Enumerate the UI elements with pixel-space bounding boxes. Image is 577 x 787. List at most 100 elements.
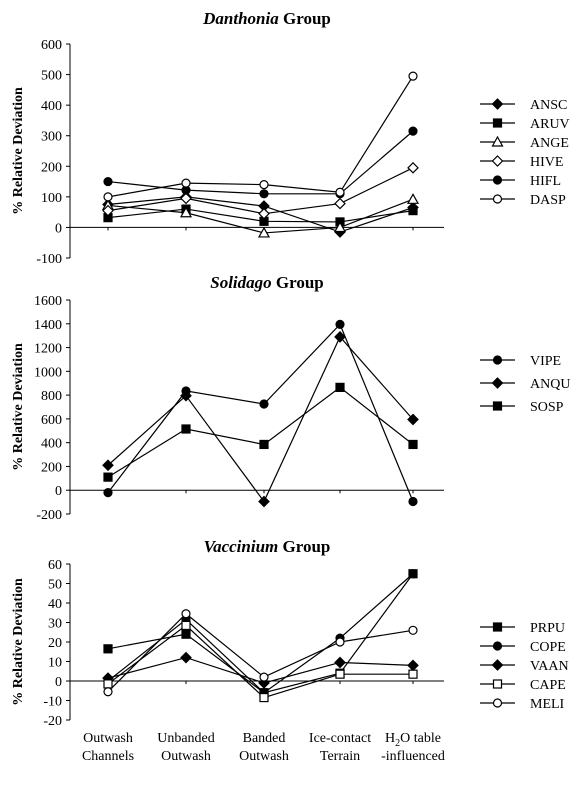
y-tick-label: -100	[36, 252, 62, 267]
y-tick-label: 40	[48, 597, 62, 612]
data-point-vipe	[408, 496, 418, 507]
data-point-cope	[408, 569, 418, 579]
data-point-hive	[180, 192, 192, 205]
legend-marker	[492, 355, 503, 365]
y-tick-label: 200	[41, 160, 62, 175]
y-tick-label: 10	[48, 656, 62, 671]
legend-label: CAPE	[530, 678, 566, 693]
legend-label: MELI	[530, 697, 565, 712]
legend-label: HIFL	[530, 174, 561, 189]
data-point-meli	[103, 687, 113, 697]
y-tick-label: 50	[48, 578, 62, 593]
data-point-sosp	[259, 439, 269, 450]
y-tick-label: 1200	[34, 342, 62, 357]
data-point-dasp	[335, 187, 345, 197]
data-point-anqu	[334, 331, 346, 343]
data-point-hifl	[408, 126, 418, 136]
y-tick-label: 60	[48, 558, 62, 573]
legend-marker	[491, 659, 504, 671]
chart-title-rest: Group	[279, 9, 331, 28]
legend-marker	[491, 135, 504, 147]
y-tick-label: 1400	[34, 318, 62, 333]
y-axis-label: % Relative Deviation	[11, 578, 26, 706]
data-point-sosp	[181, 424, 191, 434]
data-point-aruv	[408, 206, 418, 216]
legend-marker	[492, 622, 503, 632]
data-point-ange	[406, 193, 420, 204]
legend-label: PRPU	[530, 621, 565, 636]
chart-panel-1: Solidago Group -200 0 200 400 600 800 1000 1200 1…	[11, 273, 570, 523]
data-point-hifl	[103, 176, 113, 187]
chart-title: Solidago Group	[210, 273, 324, 292]
data-point-prpu	[181, 629, 191, 639]
data-point-anqu	[407, 413, 419, 426]
x-category-label: Terrain	[320, 749, 360, 764]
chart-panel-2: Vaccinium Group -20 -10 0 10 20 30 40 50 60 % Rela…	[11, 537, 569, 764]
legend-marker	[492, 118, 503, 128]
data-point-dasp	[408, 71, 418, 81]
series-line-dasp	[107, 75, 414, 198]
chart-title-italic: Solidago	[210, 273, 271, 292]
data-point-dasp	[181, 178, 191, 188]
data-point-ange	[257, 226, 271, 238]
data-point-dasp	[103, 192, 113, 202]
data-point-sosp	[408, 439, 418, 450]
data-point-meli	[335, 637, 345, 647]
y-tick-label: 400	[41, 99, 62, 114]
x-category-label: Ice-contact	[309, 731, 371, 746]
data-point-cape	[103, 679, 113, 689]
chart-title-italic: Vaccinium	[204, 537, 279, 556]
data-point-hifl	[259, 189, 269, 199]
chart-title-rest: Group	[272, 273, 324, 292]
legend-label: DASP	[530, 193, 566, 208]
data-point-sosp	[103, 472, 113, 482]
x-category-label-part: H	[385, 731, 395, 746]
y-tick-label: 200	[41, 460, 62, 475]
legend-marker	[492, 679, 503, 689]
x-category-label-part: 2	[395, 738, 400, 749]
chart-title-rest: Group	[278, 537, 330, 556]
y-tick-label: 30	[48, 617, 62, 632]
x-category-label: Outwash	[83, 731, 133, 746]
y-tick-label: 600	[41, 38, 62, 53]
y-tick-label: 0	[55, 221, 62, 236]
data-point-ange	[179, 206, 193, 218]
data-point-ange	[333, 221, 347, 233]
data-point-vipe	[259, 399, 269, 409]
x-category-label: Banded	[243, 731, 286, 746]
data-point-anqu	[180, 389, 192, 402]
data-point-prpu	[103, 644, 113, 654]
legend-marker	[492, 641, 503, 651]
legend-label: VIPE	[530, 354, 561, 369]
y-tick-label: -10	[43, 695, 62, 710]
data-point-cape	[335, 669, 345, 679]
y-axis-label: % Relative Deviation	[11, 343, 26, 471]
y-tick-label: -200	[36, 508, 62, 523]
y-tick-label: 0	[55, 484, 62, 499]
y-tick-label: 500	[41, 69, 62, 84]
y-axis-label: % Relative Deviation	[11, 87, 26, 215]
data-point-meli	[408, 625, 418, 635]
chart-title-italic: Danthonia	[202, 9, 279, 28]
y-tick-label: 1600	[34, 294, 62, 309]
legend-marker	[492, 698, 503, 708]
legend-marker	[492, 401, 503, 411]
series-line-vipe	[107, 323, 414, 502]
y-tick-label: 400	[41, 437, 62, 452]
y-tick-label: 100	[41, 191, 62, 206]
data-point-hive	[102, 204, 114, 217]
x-category-label: Channels	[82, 749, 134, 764]
legend-label: VAAN	[530, 659, 569, 674]
data-point-vaan	[407, 659, 419, 672]
data-point-hive	[407, 161, 419, 174]
chart-title: Danthonia Group	[202, 9, 331, 28]
data-point-hive	[258, 207, 270, 220]
legend-marker	[491, 377, 504, 389]
data-point-meli	[181, 609, 191, 619]
y-tick-label: 1000	[34, 365, 62, 380]
y-tick-label: -20	[43, 714, 62, 729]
legend-label: SOSP	[530, 400, 564, 415]
data-point-vaan	[334, 656, 346, 669]
x-category-label: H2O table	[385, 731, 441, 749]
legend-marker	[491, 98, 504, 110]
